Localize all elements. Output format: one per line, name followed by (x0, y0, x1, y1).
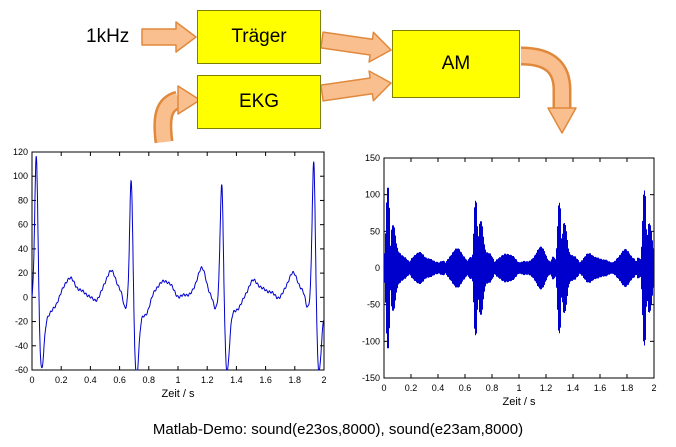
svg-text:0: 0 (381, 383, 386, 393)
traeger-label: Träger (231, 26, 287, 47)
svg-text:40: 40 (18, 244, 28, 254)
svg-text:1: 1 (175, 375, 180, 385)
am-label: AM (441, 53, 471, 74)
svg-text:0.8: 0.8 (486, 383, 499, 393)
svg-text:50: 50 (370, 226, 380, 236)
svg-text:-50: -50 (367, 300, 380, 310)
svg-text:0: 0 (23, 292, 28, 302)
svg-text:-20: -20 (15, 317, 28, 327)
svg-text:-60: -60 (15, 365, 28, 375)
svg-text:80: 80 (18, 195, 28, 205)
ekg-box: EKG (197, 75, 321, 129)
svg-text:1.2: 1.2 (201, 375, 214, 385)
svg-text:0.8: 0.8 (143, 375, 156, 385)
svg-text:0.2: 0.2 (55, 375, 68, 385)
arrow-1khz-to-traeger (141, 21, 197, 53)
svg-text:0.6: 0.6 (459, 383, 472, 393)
arrow-ekg-to-am (320, 70, 392, 102)
am-box: AM (392, 30, 520, 98)
svg-text:0.2: 0.2 (405, 383, 418, 393)
svg-text:1.2: 1.2 (540, 383, 553, 393)
svg-text:60: 60 (18, 220, 28, 230)
svg-text:1.6: 1.6 (594, 383, 607, 393)
svg-text:150: 150 (365, 153, 380, 163)
svg-text:1.4: 1.4 (230, 375, 243, 385)
svg-text:2: 2 (321, 375, 326, 385)
svg-text:Zeit / s: Zeit / s (161, 388, 195, 400)
svg-text:1.6: 1.6 (259, 375, 272, 385)
svg-text:-150: -150 (362, 373, 380, 383)
svg-text:1.8: 1.8 (621, 383, 634, 393)
caption: Matlab-Demo: sound(e23os,8000), sound(e2… (152, 421, 524, 438)
svg-text:Zeit / s: Zeit / s (502, 396, 536, 408)
arrow-traeger-to-am (320, 31, 392, 63)
svg-text:-40: -40 (15, 341, 28, 351)
svg-text:0.6: 0.6 (113, 375, 126, 385)
svg-text:120: 120 (13, 147, 28, 157)
svg-text:100: 100 (13, 171, 28, 181)
ekg-label: EKG (238, 91, 280, 112)
svg-text:0: 0 (29, 375, 34, 385)
svg-text:2: 2 (651, 383, 656, 393)
svg-text:100: 100 (365, 190, 380, 200)
svg-text:20: 20 (18, 268, 28, 278)
svg-text:0.4: 0.4 (84, 375, 97, 385)
svg-text:0.4: 0.4 (432, 383, 445, 393)
ekg-chart: -60 -40 -20 0 20 40 60 80 100 120 0 0.2 0.4 0.6 0.8 1 1.… (13, 147, 327, 400)
input-frequency-label: 1kHz (86, 26, 130, 47)
am-chart: -150 -100 -50 0 50 100 150 0 0.2 0.4 0.6 0.8 1 1.2 1.4… (362, 153, 657, 408)
block-diagram: 1kHz Träger EKG AM (0, 0, 676, 150)
diagram-arrows (141, 21, 577, 144)
svg-text:1: 1 (516, 383, 521, 393)
svg-text:-100: -100 (362, 336, 380, 346)
svg-text:1.4: 1.4 (567, 383, 580, 393)
svg-text:0: 0 (375, 263, 380, 273)
svg-text:1.8: 1.8 (289, 375, 302, 385)
traeger-box: Träger (197, 10, 321, 64)
